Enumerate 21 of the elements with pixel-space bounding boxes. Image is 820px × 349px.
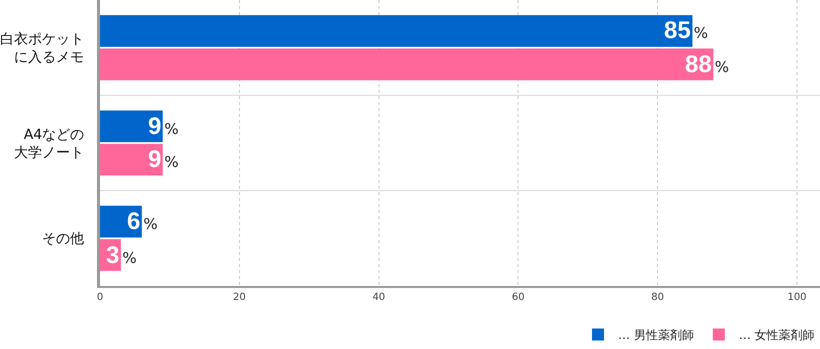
bar bbox=[100, 144, 163, 176]
data-label: 85% bbox=[664, 17, 708, 44]
bar bbox=[100, 110, 163, 142]
bar bbox=[100, 48, 714, 80]
bar bbox=[100, 15, 692, 47]
x-tick-label: 100 bbox=[787, 292, 807, 303]
data-label: 9% bbox=[148, 113, 179, 140]
data-label: 9% bbox=[148, 146, 179, 173]
x-tick-label: 60 bbox=[512, 292, 525, 303]
legend-label: … 男性薬剤師 bbox=[618, 328, 694, 342]
y-tick-label: 白衣ポケットに入るメモ bbox=[0, 31, 84, 66]
x-tick-label: 20 bbox=[233, 292, 246, 303]
x-tick-label: 0 bbox=[96, 292, 104, 303]
data-label: 6% bbox=[127, 208, 158, 235]
data-label: 88% bbox=[685, 51, 729, 78]
y-tick-label: その他 bbox=[42, 231, 84, 248]
x-tick-label: 40 bbox=[372, 292, 386, 303]
x-tick-label: 80 bbox=[651, 292, 664, 303]
legend-label: … 女性薬剤師 bbox=[738, 328, 815, 342]
data-label: 3% bbox=[106, 242, 137, 269]
y-tick-label: A4などの大学ノート bbox=[14, 126, 84, 161]
